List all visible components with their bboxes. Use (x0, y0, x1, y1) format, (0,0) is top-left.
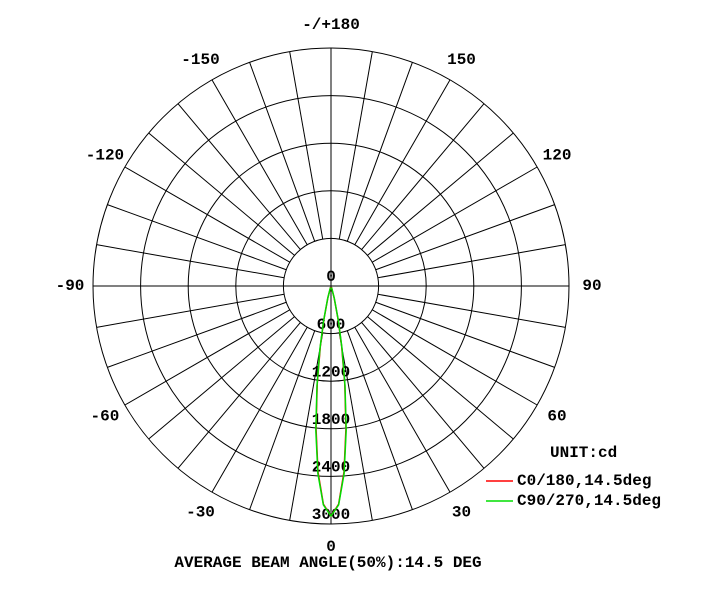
theta-tick-label: 60 (547, 408, 566, 426)
ring (92, 47, 570, 525)
theta-tick-label: 150 (447, 51, 476, 69)
theta-tick-label: -30 (186, 503, 215, 521)
ring (187, 142, 475, 430)
theta-tick-label: 120 (543, 147, 572, 165)
r-tick-label: 1800 (312, 411, 350, 429)
ring (235, 190, 427, 382)
r-tick-label: 1200 (312, 363, 350, 381)
footer: AVERAGE BEAM ANGLE(50%):14.5 DEG (174, 554, 481, 572)
theta-tick-label: -90 (56, 277, 85, 295)
r-tick-label: 0 (326, 268, 336, 286)
legend-label: C0/180,14.5deg (517, 472, 651, 490)
r-tick-label: 600 (317, 316, 346, 334)
theta-tick-label: 0 (326, 538, 336, 556)
r-tick-label: 2400 (312, 459, 350, 477)
ring (282, 237, 380, 335)
theta-tick-label: -150 (181, 51, 219, 69)
ring (140, 95, 522, 477)
theta-tick-label: -/+180 (302, 16, 360, 34)
theta-tick-label: 30 (452, 503, 471, 521)
legend-label: C90/270,14.5deg (517, 492, 661, 510)
unit-label: UNIT:cd (550, 444, 617, 462)
theta-tick-label: 90 (582, 277, 601, 295)
series-line (315, 287, 347, 518)
theta-tick-label: -120 (86, 147, 124, 165)
theta-tick-label: -60 (91, 408, 120, 426)
